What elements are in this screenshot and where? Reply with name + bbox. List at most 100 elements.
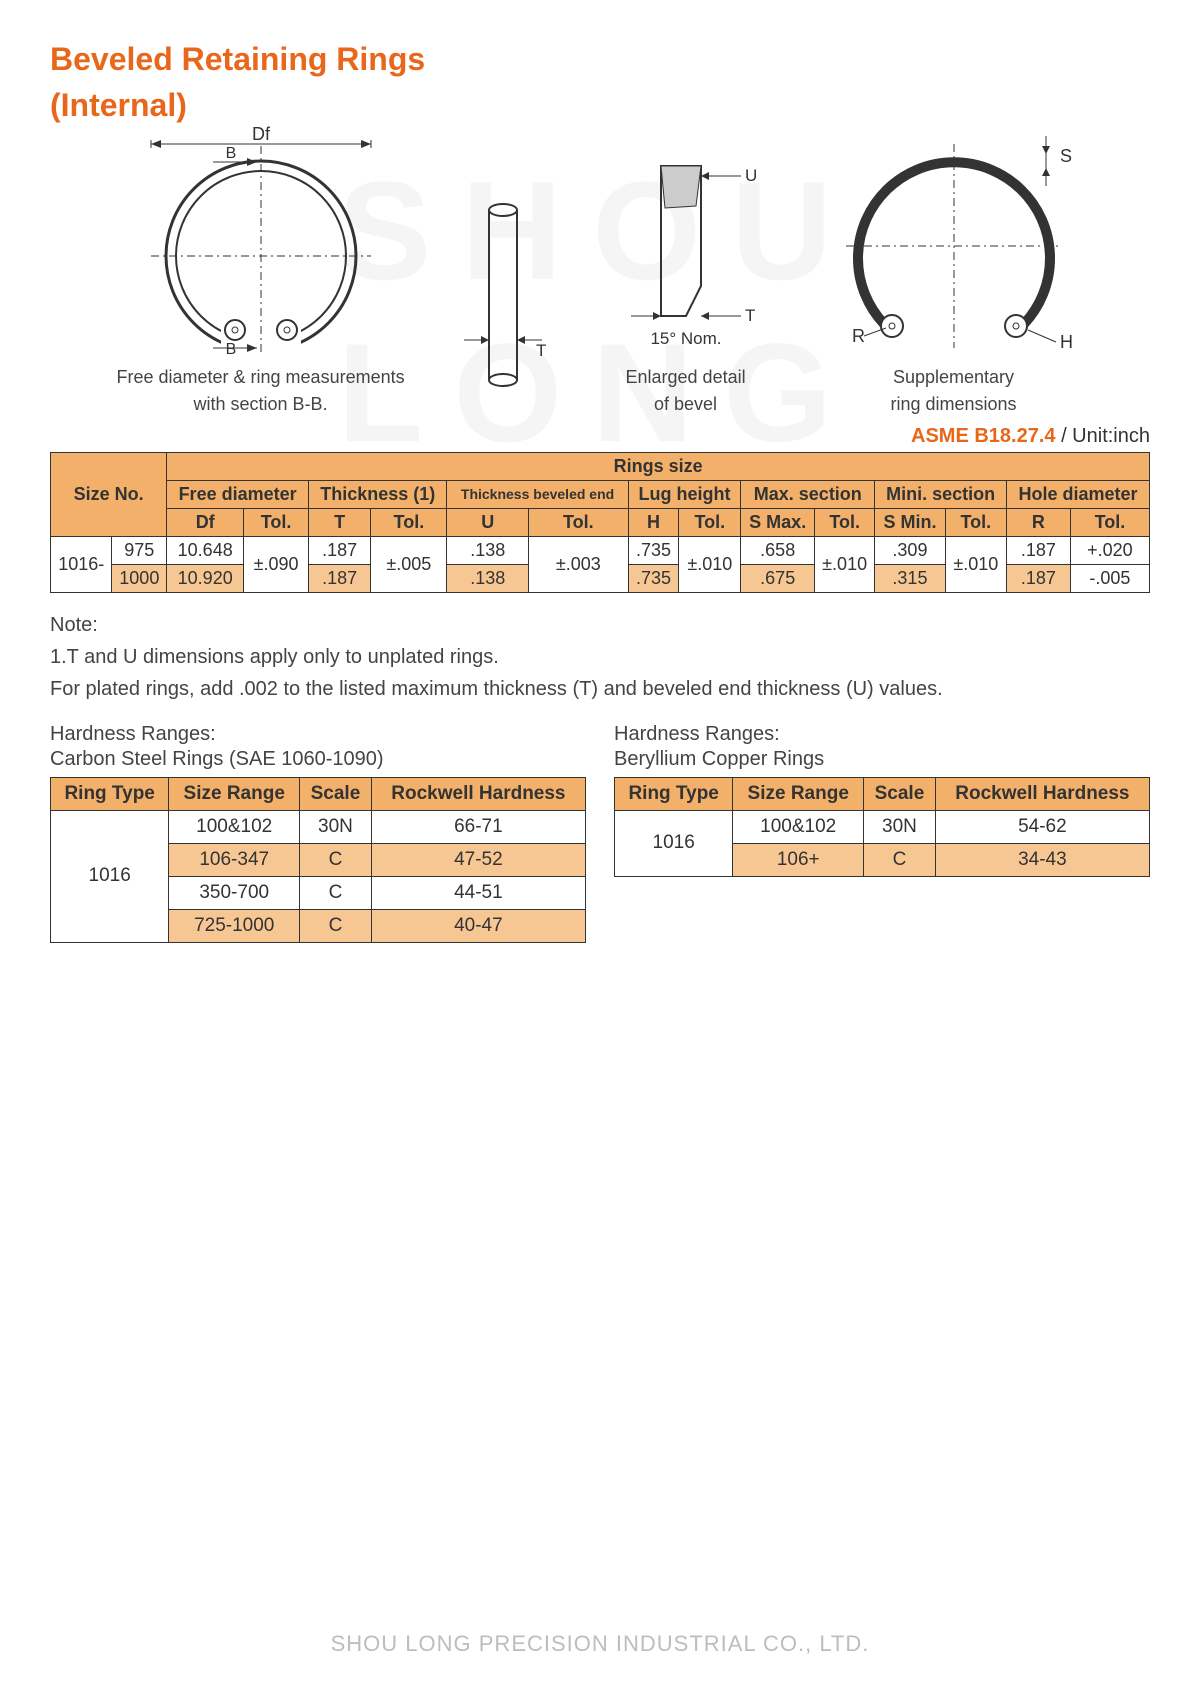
cell: .187 bbox=[309, 536, 371, 564]
label-t: T bbox=[536, 341, 546, 360]
label-u: U bbox=[745, 166, 757, 185]
cell: .187 bbox=[309, 564, 371, 592]
label-angle: 15° Nom. bbox=[650, 329, 721, 348]
cell: 66-71 bbox=[371, 810, 585, 843]
cell: 106-347 bbox=[169, 843, 300, 876]
cell: 975 bbox=[112, 536, 167, 564]
cell: 100&102 bbox=[733, 810, 864, 843]
hardness-sub-beryllium: Beryllium Copper Rings bbox=[614, 748, 1150, 771]
ring-front-svg: Df B B bbox=[131, 126, 391, 356]
cell: 54-62 bbox=[935, 810, 1149, 843]
cell: 100&102 bbox=[169, 810, 300, 843]
sub-u-tol: Tol. bbox=[528, 508, 628, 536]
sub-smax-tol: Tol. bbox=[815, 508, 875, 536]
sub-r: R bbox=[1006, 508, 1070, 536]
label-r: R bbox=[852, 326, 865, 346]
caption-supp-1: Supplementary bbox=[824, 367, 1084, 388]
cell: .658 bbox=[741, 536, 815, 564]
cell: 10.920 bbox=[167, 564, 244, 592]
hdr-thk: Thickness (1) bbox=[309, 480, 447, 508]
caption-bevel-1: Enlarged detail bbox=[601, 367, 771, 388]
cell: C bbox=[300, 876, 372, 909]
hdr-hole: Hole diameter bbox=[1006, 480, 1149, 508]
caption-front-2: with section B-B. bbox=[116, 394, 404, 415]
main-table: Size No. Rings size Free diameter Thickn… bbox=[50, 452, 1150, 593]
hdr-rings-size: Rings size bbox=[167, 452, 1150, 480]
spec-unit: / Unit:inch bbox=[1056, 425, 1150, 447]
col: Size Range bbox=[169, 777, 300, 810]
size-prefix: 1016- bbox=[51, 536, 112, 592]
col: Scale bbox=[300, 777, 372, 810]
page-title-line2: (Internal) bbox=[50, 86, 1150, 124]
caption-supp-2: ring dimensions bbox=[824, 394, 1084, 415]
col: Rockwell Hardness bbox=[935, 777, 1149, 810]
note-line1: 1.T and U dimensions apply only to unpla… bbox=[50, 643, 1150, 671]
cell: 34-43 bbox=[935, 843, 1149, 876]
cell: C bbox=[300, 909, 372, 942]
hardness-sub-carbon: Carbon Steel Rings (SAE 1060-1090) bbox=[50, 748, 586, 771]
cell: C bbox=[300, 843, 372, 876]
cell: 44-51 bbox=[371, 876, 585, 909]
cell: 40-47 bbox=[371, 909, 585, 942]
label-h: H bbox=[1060, 332, 1073, 352]
cell: ±.005 bbox=[371, 536, 447, 592]
caption-bevel-2: of bevel bbox=[601, 394, 771, 415]
label-b-top: B bbox=[225, 145, 236, 162]
spec-line: ASME B18.27.4 / Unit:inch bbox=[50, 425, 1150, 448]
col: Ring Type bbox=[615, 777, 733, 810]
diagram-bevel: U T 15° Nom. Enlarged detail of bevel bbox=[601, 146, 771, 415]
label-df: Df bbox=[252, 126, 271, 144]
sub-u: U bbox=[447, 508, 528, 536]
cell: 1000 bbox=[112, 564, 167, 592]
cell: .675 bbox=[741, 564, 815, 592]
sub-df: Df bbox=[167, 508, 244, 536]
sub-df-tol: Tol. bbox=[244, 508, 309, 536]
cell: .309 bbox=[875, 536, 945, 564]
cell: ±.090 bbox=[244, 536, 309, 592]
hdr-max: Max. section bbox=[741, 480, 875, 508]
cell: ±.010 bbox=[945, 536, 1006, 592]
cell: -.005 bbox=[1070, 564, 1149, 592]
sub-smin-tol: Tol. bbox=[945, 508, 1006, 536]
hdr-size-no: Size No. bbox=[51, 452, 167, 536]
cell: .187 bbox=[1006, 536, 1070, 564]
cell: 725-1000 bbox=[169, 909, 300, 942]
cell: +.020 bbox=[1070, 536, 1149, 564]
cell: C bbox=[864, 843, 936, 876]
spec-code: ASME B18.27.4 bbox=[911, 425, 1056, 447]
cell: ±.003 bbox=[528, 536, 628, 592]
label-s: S bbox=[1060, 146, 1072, 166]
hdr-free-dia: Free diameter bbox=[167, 480, 309, 508]
col: Ring Type bbox=[51, 777, 169, 810]
sub-smin: S Min. bbox=[875, 508, 945, 536]
cell: 47-52 bbox=[371, 843, 585, 876]
diagram-front: Df B B Free diameter & ring measurements… bbox=[116, 126, 404, 415]
hdr-min: Mini. section bbox=[875, 480, 1007, 508]
cell: 30N bbox=[300, 810, 372, 843]
cell: 30N bbox=[864, 810, 936, 843]
ring-supp-svg: S R H bbox=[824, 126, 1084, 356]
diagram-row: Df B B Free diameter & ring measurements… bbox=[90, 135, 1110, 415]
sub-smax: S Max. bbox=[741, 508, 815, 536]
carbon-table: Ring Type Size Range Scale Rockwell Hard… bbox=[50, 777, 586, 943]
col: Size Range bbox=[733, 777, 864, 810]
hdr-thk-bevel: Thickness beveled end bbox=[447, 480, 628, 508]
cell: .735 bbox=[628, 536, 679, 564]
table-row: 1016 100&102 30N 54-62 bbox=[615, 810, 1150, 843]
hardness-beryllium: Hardness Ranges: Beryllium Copper Rings … bbox=[614, 723, 1150, 943]
cell: 106+ bbox=[733, 843, 864, 876]
page-title-line1: Beveled Retaining Rings bbox=[50, 40, 1150, 78]
footer-company: SHOU LONG PRECISION INDUSTRIAL CO., LTD. bbox=[0, 1631, 1200, 1657]
hardness-heading-1: Hardness Ranges: bbox=[50, 723, 586, 746]
cell: .735 bbox=[628, 564, 679, 592]
sub-r-tol: Tol. bbox=[1070, 508, 1149, 536]
ring-side-svg: T bbox=[458, 180, 548, 410]
col: Rockwell Hardness bbox=[371, 777, 585, 810]
cell: 1016 bbox=[51, 810, 169, 942]
col: Scale bbox=[864, 777, 936, 810]
sub-t-tol: Tol. bbox=[371, 508, 447, 536]
note-line2: For plated rings, add .002 to the listed… bbox=[50, 675, 1150, 703]
hardness-row: Hardness Ranges: Carbon Steel Rings (SAE… bbox=[50, 723, 1150, 943]
diagram-supp: S R H Supplementary ring dimensions bbox=[824, 126, 1084, 415]
cell: .315 bbox=[875, 564, 945, 592]
